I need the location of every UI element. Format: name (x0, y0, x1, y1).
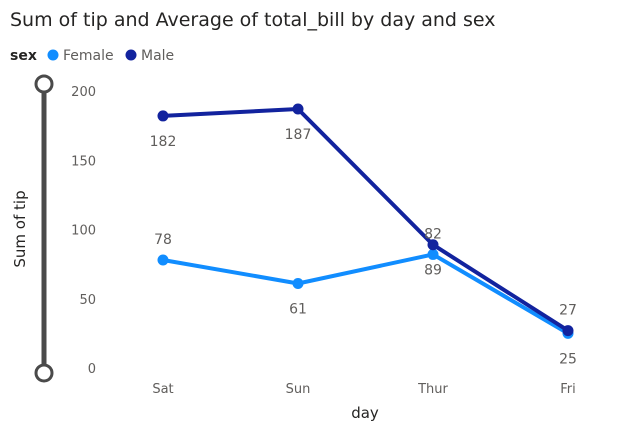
legend-marker-male (125, 49, 137, 61)
y-tick-label: 150 (71, 154, 96, 169)
x-tick-label: Fri (560, 382, 576, 397)
data-label-male: 182 (150, 134, 177, 150)
zoom-slider-bottom-handle[interactable] (34, 363, 54, 383)
legend-title: sex (10, 48, 37, 64)
data-point-male[interactable] (427, 239, 439, 251)
data-label-female: 61 (289, 302, 307, 318)
data-point-male[interactable] (292, 103, 304, 115)
data-point-female[interactable] (427, 248, 439, 260)
legend-label-female[interactable]: Female (63, 48, 114, 64)
zoom-slider-top-handle[interactable] (34, 74, 54, 94)
y-tick-label: 200 (71, 85, 96, 100)
data-point-male[interactable] (157, 110, 169, 122)
series-lines (161, 107, 570, 336)
y-axis-title: Sum of tip (11, 190, 29, 267)
zoom-slider[interactable] (34, 74, 54, 383)
x-axis-title: day (351, 404, 379, 422)
legend-marker-female (47, 49, 59, 61)
series-line-male (161, 107, 570, 333)
series-line-female (161, 252, 570, 336)
data-label-male: 27 (559, 303, 577, 319)
data-labels: 78 61 82 25 182 187 89 27 (150, 127, 577, 367)
data-point-female[interactable] (157, 254, 169, 266)
data-label-female: 25 (559, 351, 577, 367)
data-point-male[interactable] (562, 325, 574, 337)
legend[interactable]: sex Female Male (10, 48, 174, 64)
chart-title: Sum of tip and Average of total_bill by … (10, 9, 496, 31)
y-tick-label: 0 (88, 362, 96, 377)
data-label-female: 82 (424, 226, 442, 242)
legend-label-male[interactable]: Male (141, 48, 174, 64)
x-tick-label: Sat (152, 382, 173, 397)
data-label-male: 89 (424, 263, 442, 279)
y-axis-ticks: 0 50 100 150 200 (71, 85, 96, 377)
data-label-female: 78 (154, 232, 172, 248)
x-tick-label: Thur (417, 382, 448, 397)
data-point-female[interactable] (292, 278, 304, 290)
x-axis-ticks: Sat Sun Thur Fri (152, 382, 575, 397)
series-points[interactable] (157, 103, 574, 339)
y-tick-label: 50 (79, 293, 96, 308)
x-tick-label: Sun (286, 382, 311, 397)
data-label-male: 187 (285, 127, 312, 143)
y-tick-label: 100 (71, 224, 96, 239)
